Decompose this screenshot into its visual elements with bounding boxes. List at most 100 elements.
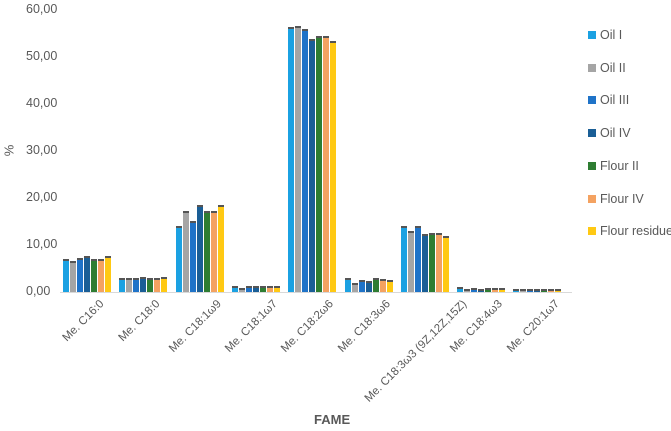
x-tick-label: Me. C18:1ω9: [166, 298, 224, 355]
y-tick-label: 30,00: [26, 143, 58, 157]
legend-swatch-icon: [588, 129, 596, 138]
bar: [330, 42, 337, 292]
legend-item: Oil I: [588, 27, 622, 43]
error-bar: [457, 287, 464, 290]
error-bar: [210, 211, 217, 214]
error-bar: [161, 276, 168, 279]
error-bar: [527, 289, 534, 292]
error-bar: [541, 289, 548, 292]
bar: [400, 226, 407, 292]
bar: [386, 280, 393, 292]
error-bar: [175, 225, 182, 228]
bar: [379, 280, 386, 292]
x-tick-label: Me. C18:3ω6: [335, 298, 393, 355]
bar: [147, 278, 154, 292]
error-bar: [442, 236, 449, 239]
error-bar: [140, 277, 147, 280]
error-bar: [154, 277, 161, 280]
bar: [245, 287, 252, 292]
y-tick-label: 40,00: [26, 96, 58, 110]
error-bar: [344, 278, 351, 281]
error-bar: [330, 41, 337, 44]
bar: [133, 278, 140, 292]
bar: [499, 289, 506, 292]
error-bar: [182, 211, 189, 214]
bar: [126, 279, 133, 292]
error-bar: [555, 289, 562, 292]
error-bar: [358, 280, 365, 283]
error-bar: [351, 283, 358, 286]
error-bar: [217, 204, 224, 207]
x-axis-line: [60, 292, 572, 293]
error-bar: [231, 286, 238, 289]
y-tick-label: 60,00: [26, 2, 58, 16]
legend-label: Oil II: [600, 60, 626, 75]
error-bar: [513, 289, 520, 292]
error-bar: [288, 26, 295, 29]
bar: [182, 212, 189, 292]
error-bar: [84, 256, 90, 259]
legend-item: Flour IV: [588, 191, 644, 207]
x-tick-label: Me. C20:1ω7: [504, 298, 562, 355]
error-bar: [266, 286, 273, 289]
y-axis-label: %: [1, 144, 17, 157]
bar: [161, 277, 168, 292]
bar: [302, 30, 309, 292]
error-bar: [323, 35, 330, 38]
x-tick-label: Me. C18:1ω7: [223, 298, 280, 355]
error-bar: [407, 230, 414, 233]
error-bar: [126, 278, 133, 281]
error-bar: [520, 289, 527, 292]
x-tick-label: Me. C18:0: [116, 298, 163, 345]
legend-item: Flour II: [588, 158, 639, 174]
bar: [295, 26, 302, 292]
bar: [238, 288, 245, 292]
legend-swatch-icon: [588, 63, 596, 72]
bar: [175, 226, 182, 292]
error-bar: [435, 232, 442, 235]
bar: [478, 289, 485, 292]
bar: [421, 235, 428, 292]
bar: [442, 237, 449, 292]
error-bar: [98, 258, 104, 261]
bar: [105, 257, 111, 292]
error-bar: [238, 287, 245, 290]
bar: [63, 260, 69, 292]
error-bar: [295, 25, 302, 28]
bar: [407, 231, 414, 292]
bar: [365, 281, 372, 292]
bar: [485, 288, 492, 292]
legend-item: Oil II: [588, 60, 626, 76]
error-bar: [400, 225, 407, 228]
error-bar: [464, 288, 471, 291]
error-bar: [91, 259, 97, 262]
error-bar: [386, 279, 393, 282]
bar: [492, 288, 499, 292]
legend-item: Flour residue: [588, 223, 671, 239]
x-tick-label: Me. C16:0: [60, 298, 107, 345]
y-tick-label: 20,00: [26, 190, 58, 204]
error-bar: [365, 280, 372, 283]
error-bar: [379, 279, 386, 282]
bar: [344, 279, 351, 292]
error-bar: [485, 287, 492, 290]
bar: [358, 281, 365, 292]
error-bar: [245, 286, 252, 289]
error-bar: [63, 259, 69, 262]
bar: [316, 36, 323, 292]
legend-label: Flour IV: [600, 191, 644, 206]
bar: [273, 287, 280, 292]
bar: [77, 259, 83, 292]
bar: [351, 284, 358, 292]
x-tick-label: Me. C18:2ω6: [279, 298, 337, 355]
bar: [189, 222, 196, 292]
bar: [428, 233, 435, 292]
bar: [98, 259, 104, 292]
bar: [119, 279, 126, 292]
y-tick-label: 10,00: [26, 237, 58, 251]
bar: [259, 287, 266, 292]
legend-swatch-icon: [588, 194, 596, 203]
bar: [471, 288, 478, 292]
error-bar: [414, 225, 421, 228]
plot-area: [60, 10, 572, 292]
